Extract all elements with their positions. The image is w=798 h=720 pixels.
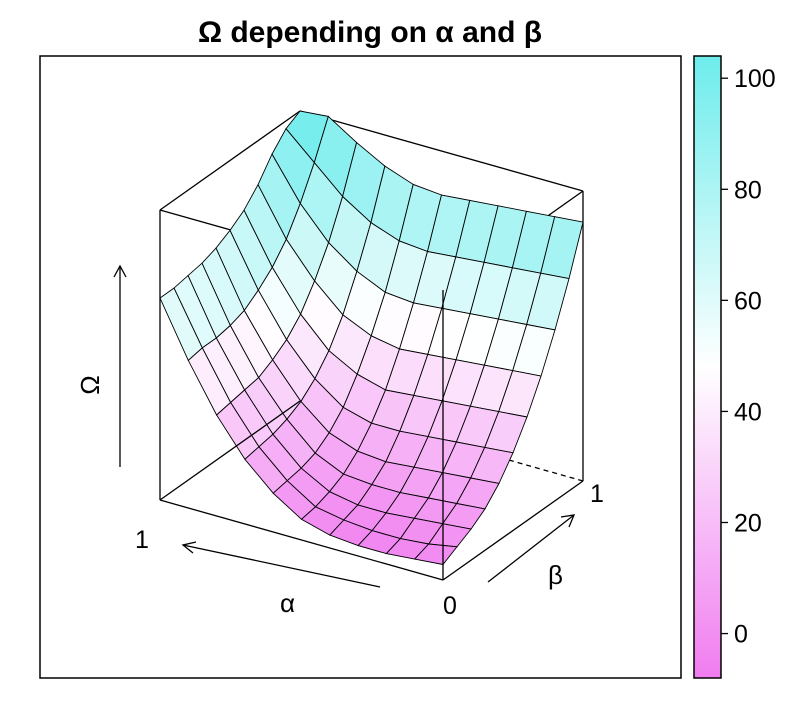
beta-axis-arrow (487, 514, 575, 583)
chart-title: Ω depending on α and β (198, 16, 542, 49)
alpha-tick-max: 1 (135, 526, 149, 554)
colorbar: 0 20 40 60 80 100 (693, 55, 776, 679)
plot-frame (39, 55, 682, 679)
beta-axis-label: β (548, 560, 563, 590)
alpha-tick-min: 0 (443, 592, 457, 620)
box-edge (442, 480, 584, 581)
alpha-axis-arrow (182, 544, 381, 588)
omega-axis-label: Ω (75, 375, 105, 394)
bounding-box-front (159, 210, 584, 581)
alpha-axis-arrowhead (181, 541, 197, 554)
colorbar-tick-label: 20 (734, 510, 762, 538)
beta-axis: β 1 (487, 480, 604, 590)
omega-axis: Ω (75, 264, 127, 467)
surface-facet (413, 543, 458, 565)
colorbar-tick-label: 100 (734, 65, 776, 93)
box-edge (159, 400, 301, 501)
colorbar-tick-label: 60 (734, 287, 762, 315)
beta-tick-max: 1 (590, 480, 604, 508)
colorbar-gradient (693, 55, 722, 679)
colorbar-tick-label: 40 (734, 398, 762, 426)
colorbar-tick-label: 80 (734, 176, 762, 204)
alpha-axis: α 1 0 (135, 526, 457, 620)
surface-mesh (159, 110, 584, 565)
alpha-axis-label: α (280, 588, 295, 618)
beta-axis-arrowhead (560, 514, 576, 528)
box-edge (159, 499, 444, 581)
colorbar-tick-label: 0 (734, 621, 748, 649)
omega-axis-arrowhead (113, 264, 127, 278)
box-edge (159, 110, 301, 211)
box-edge (299, 110, 584, 192)
